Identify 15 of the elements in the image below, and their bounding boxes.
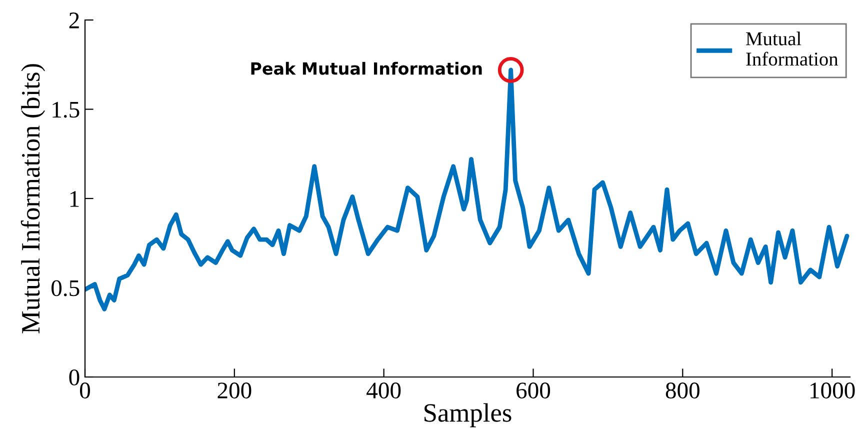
y-axis-title: Mutual Information (bits)	[20, 64, 46, 334]
legend-label: Mutual Information	[746, 32, 838, 66]
x-tick-label: 600	[516, 382, 550, 398]
x-tick-label: 200	[218, 382, 252, 398]
x-tick-label: 800	[666, 382, 700, 398]
x-axis-title: Samples	[424, 403, 512, 428]
y-tick-label: 0.5	[52, 280, 80, 296]
y-tick-label: 1.5	[52, 102, 80, 118]
y-tick-label: 1	[70, 191, 79, 207]
x-tick-label: 1000	[810, 382, 855, 398]
annotation: Peak Mutual Information	[251, 62, 482, 75]
y-tick-label: 0	[69, 369, 80, 386]
x-tick-label: 0	[80, 382, 90, 398]
x-tick-label: 400	[366, 382, 401, 398]
y-tick-label: 2	[69, 12, 79, 28]
